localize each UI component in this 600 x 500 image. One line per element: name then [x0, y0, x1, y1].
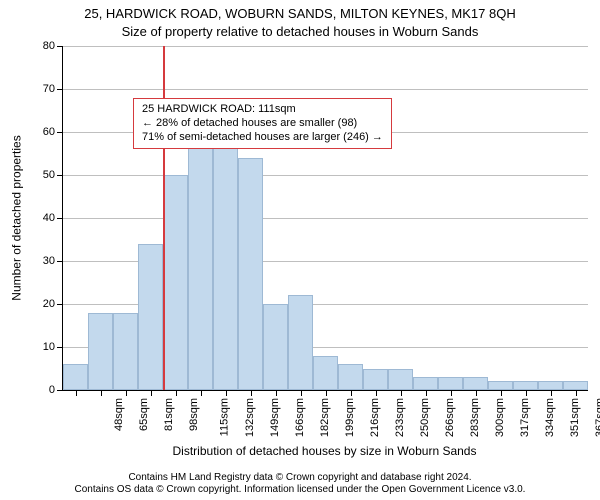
- histogram-bar: [513, 381, 538, 390]
- grid-line: [63, 175, 588, 176]
- x-tick: [76, 390, 77, 396]
- histogram-bar: [138, 244, 163, 390]
- annotation-line: 25 HARDWICK ROAD: 111sqm: [142, 102, 383, 116]
- histogram-bar: [363, 369, 388, 391]
- y-tick-label: 80: [43, 40, 63, 52]
- annotation-line: ← 28% of detached houses are smaller (98…: [142, 116, 383, 130]
- x-tick: [201, 390, 202, 396]
- x-tick-label: 216sqm: [369, 398, 381, 437]
- x-tick: [251, 390, 252, 396]
- histogram-bar: [463, 377, 488, 390]
- chart-footer: Contains HM Land Registry data © Crown c…: [0, 472, 600, 496]
- grid-line: [63, 89, 588, 90]
- x-tick-label: 283sqm: [469, 398, 481, 437]
- x-tick-label: 182sqm: [319, 398, 331, 437]
- histogram-bar: [113, 313, 138, 390]
- x-tick-label: 149sqm: [269, 398, 281, 437]
- histogram-bar: [438, 377, 463, 390]
- annotation-line: 71% of semi-detached houses are larger (…: [142, 130, 383, 144]
- histogram-bar: [413, 377, 438, 390]
- y-tick-label: 40: [43, 212, 63, 224]
- x-tick-label: 98sqm: [188, 398, 200, 431]
- chart-title-line1: 25, HARDWICK ROAD, WOBURN SANDS, MILTON …: [0, 6, 600, 21]
- x-tick: [226, 390, 227, 396]
- histogram-bar: [488, 381, 513, 390]
- histogram-bar: [163, 175, 188, 390]
- x-tick: [301, 390, 302, 396]
- x-tick: [501, 390, 502, 396]
- x-tick-label: 233sqm: [394, 398, 406, 437]
- y-tick-label: 20: [43, 298, 63, 310]
- x-tick: [426, 390, 427, 396]
- x-tick-label: 199sqm: [344, 398, 356, 437]
- x-tick: [526, 390, 527, 396]
- x-tick-label: 48sqm: [113, 398, 125, 431]
- y-tick-label: 70: [43, 83, 63, 95]
- y-tick-label: 0: [49, 384, 63, 396]
- x-tick-label: 300sqm: [494, 398, 506, 437]
- y-tick-label: 30: [43, 255, 63, 267]
- x-tick: [451, 390, 452, 396]
- grid-line: [63, 218, 588, 219]
- x-tick: [101, 390, 102, 396]
- property-size-chart: 25, HARDWICK ROAD, WOBURN SANDS, MILTON …: [0, 0, 600, 500]
- histogram-bar: [88, 313, 113, 390]
- x-tick: [126, 390, 127, 396]
- x-tick: [376, 390, 377, 396]
- x-tick: [351, 390, 352, 396]
- histogram-bar: [538, 381, 563, 390]
- x-tick: [151, 390, 152, 396]
- y-axis-title: Number of detached properties: [8, 46, 26, 390]
- x-tick: [476, 390, 477, 396]
- x-tick-label: 317sqm: [519, 398, 531, 437]
- x-tick-label: 132sqm: [244, 398, 256, 437]
- x-tick-label: 250sqm: [419, 398, 431, 437]
- histogram-bar: [263, 304, 288, 390]
- x-tick-label: 351sqm: [569, 398, 581, 437]
- y-tick-label: 10: [43, 341, 63, 353]
- histogram-bar: [288, 295, 313, 390]
- x-tick-label: 65sqm: [138, 398, 150, 431]
- x-tick: [276, 390, 277, 396]
- histogram-bar: [313, 356, 338, 390]
- footer-line: Contains OS data © Crown copyright. Info…: [0, 484, 600, 496]
- x-tick: [326, 390, 327, 396]
- histogram-bar: [388, 369, 413, 391]
- x-tick-label: 81sqm: [163, 398, 175, 431]
- chart-title-line2: Size of property relative to detached ho…: [0, 24, 600, 39]
- histogram-bar: [238, 158, 263, 390]
- histogram-bar: [563, 381, 588, 390]
- x-tick: [576, 390, 577, 396]
- y-tick-label: 60: [43, 126, 63, 138]
- histogram-bar: [63, 364, 88, 390]
- x-tick: [401, 390, 402, 396]
- x-tick-label: 334sqm: [544, 398, 556, 437]
- x-tick-label: 367sqm: [594, 398, 600, 437]
- y-tick-label: 50: [43, 169, 63, 181]
- x-tick: [176, 390, 177, 396]
- histogram-bar: [188, 132, 213, 390]
- x-tick-label: 166sqm: [294, 398, 306, 437]
- histogram-bar: [338, 364, 363, 390]
- x-tick-label: 266sqm: [444, 398, 456, 437]
- plot-area: 0102030405060708048sqm65sqm81sqm98sqm115…: [62, 46, 588, 391]
- annotation-box: 25 HARDWICK ROAD: 111sqm ← 28% of detach…: [133, 98, 392, 149]
- x-tick-label: 115sqm: [218, 398, 230, 436]
- grid-line: [63, 46, 588, 47]
- x-tick: [551, 390, 552, 396]
- footer-line: Contains HM Land Registry data © Crown c…: [0, 472, 600, 484]
- x-axis-title: Distribution of detached houses by size …: [62, 444, 587, 458]
